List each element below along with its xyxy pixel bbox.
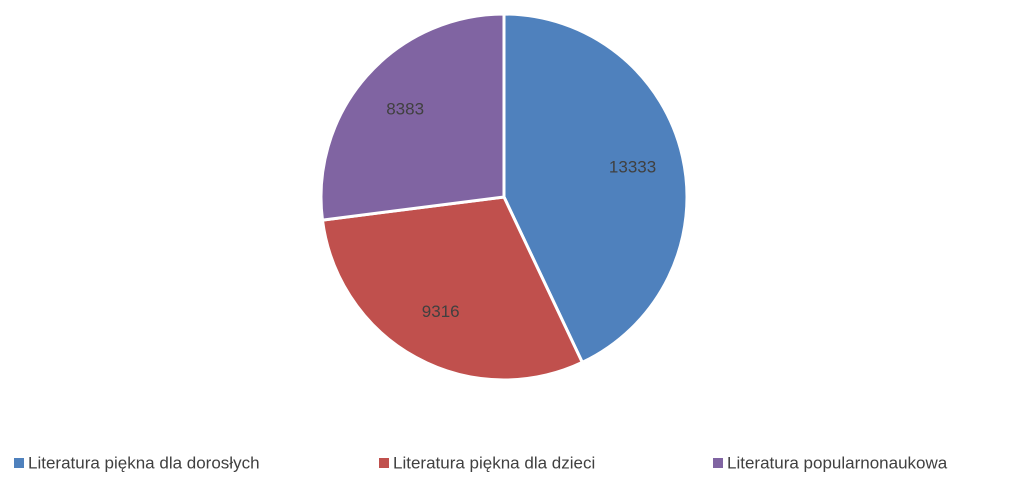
legend-swatch (14, 458, 24, 468)
data-label: 9316 (422, 302, 460, 321)
data-label: 8383 (386, 99, 424, 118)
pie-slice (502, 12, 689, 364)
pie-slice (319, 12, 506, 222)
legend-label: Literatura popularnonaukowa (727, 453, 948, 472)
legend-swatch (379, 458, 389, 468)
legend-label: Literatura piękna dla dorosłych (28, 453, 260, 472)
legend-swatch (713, 458, 723, 468)
pie-slice (320, 195, 584, 382)
data-label: 13333 (609, 158, 656, 177)
legend-label: Literatura piękna dla dzieci (393, 453, 595, 472)
